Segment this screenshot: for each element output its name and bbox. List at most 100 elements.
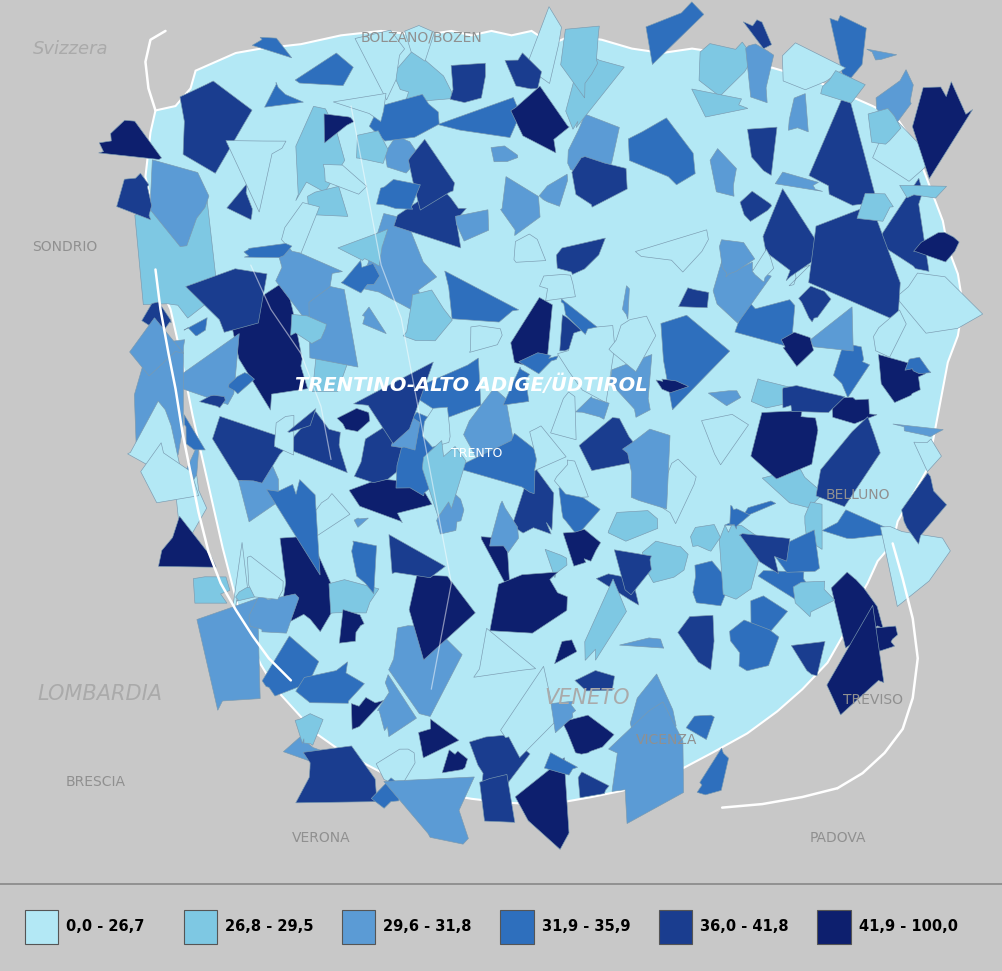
Polygon shape — [872, 115, 931, 182]
Polygon shape — [622, 429, 669, 509]
Polygon shape — [750, 379, 794, 408]
Text: BRESCIA: BRESCIA — [65, 775, 125, 789]
Polygon shape — [627, 117, 694, 184]
Polygon shape — [394, 186, 466, 248]
Polygon shape — [407, 358, 480, 418]
Text: BOLZANO/BOZEN: BOLZANO/BOZEN — [360, 31, 482, 45]
Text: 31,9 - 35,9: 31,9 - 35,9 — [541, 920, 629, 934]
Polygon shape — [808, 87, 876, 205]
Polygon shape — [352, 541, 376, 594]
Polygon shape — [282, 203, 319, 253]
Polygon shape — [692, 561, 726, 606]
Polygon shape — [539, 275, 575, 301]
Polygon shape — [291, 315, 326, 344]
Bar — [342, 910, 375, 944]
Polygon shape — [758, 571, 806, 601]
Polygon shape — [567, 115, 619, 182]
Polygon shape — [444, 271, 518, 322]
Polygon shape — [608, 317, 655, 372]
Polygon shape — [770, 530, 819, 572]
Polygon shape — [550, 392, 575, 440]
Polygon shape — [791, 642, 825, 676]
Polygon shape — [782, 385, 844, 413]
Polygon shape — [645, 2, 703, 64]
Text: TRENTINO-ALTO ADIGE/ÜDTIROL: TRENTINO-ALTO ADIGE/ÜDTIROL — [295, 374, 647, 394]
Polygon shape — [752, 250, 773, 282]
Polygon shape — [762, 469, 823, 508]
Polygon shape — [98, 120, 161, 159]
Polygon shape — [539, 174, 567, 206]
Polygon shape — [558, 485, 599, 535]
Polygon shape — [565, 51, 623, 129]
Polygon shape — [237, 464, 279, 521]
Polygon shape — [500, 666, 555, 757]
Polygon shape — [469, 733, 529, 793]
Polygon shape — [829, 16, 866, 85]
Polygon shape — [265, 83, 304, 107]
Polygon shape — [225, 141, 286, 212]
Polygon shape — [660, 316, 729, 410]
Polygon shape — [696, 748, 727, 795]
Polygon shape — [574, 671, 614, 691]
Polygon shape — [607, 511, 657, 541]
Polygon shape — [510, 297, 552, 366]
Polygon shape — [833, 343, 869, 397]
Polygon shape — [308, 186, 348, 217]
Polygon shape — [512, 463, 553, 534]
Polygon shape — [179, 81, 252, 174]
Polygon shape — [384, 777, 474, 844]
Polygon shape — [396, 413, 441, 496]
Polygon shape — [389, 50, 453, 103]
Polygon shape — [389, 535, 445, 578]
Polygon shape — [333, 93, 386, 121]
Polygon shape — [183, 441, 199, 503]
Polygon shape — [746, 127, 777, 176]
Bar — [183, 910, 216, 944]
Polygon shape — [655, 459, 695, 523]
Polygon shape — [338, 229, 388, 266]
Polygon shape — [116, 173, 151, 219]
Polygon shape — [324, 114, 354, 143]
Polygon shape — [691, 89, 747, 117]
Polygon shape — [422, 441, 466, 517]
Polygon shape — [309, 493, 350, 539]
Polygon shape — [709, 149, 735, 196]
Polygon shape — [436, 488, 464, 534]
Polygon shape — [718, 240, 754, 277]
Polygon shape — [700, 415, 747, 465]
Polygon shape — [349, 479, 432, 522]
Polygon shape — [134, 340, 184, 455]
Polygon shape — [150, 160, 208, 247]
Polygon shape — [422, 407, 450, 448]
Polygon shape — [473, 628, 535, 678]
Polygon shape — [634, 230, 707, 272]
Polygon shape — [193, 577, 229, 603]
Polygon shape — [622, 285, 629, 319]
Polygon shape — [677, 616, 713, 670]
Polygon shape — [489, 572, 567, 633]
Polygon shape — [596, 574, 638, 605]
Polygon shape — [140, 443, 198, 503]
Polygon shape — [913, 439, 941, 472]
Polygon shape — [707, 390, 740, 406]
Polygon shape — [479, 775, 514, 822]
Polygon shape — [571, 156, 626, 207]
Polygon shape — [556, 238, 605, 275]
Polygon shape — [873, 310, 906, 357]
Polygon shape — [329, 580, 379, 614]
Polygon shape — [134, 182, 218, 318]
Polygon shape — [782, 43, 845, 89]
Text: BELLUNO: BELLUNO — [825, 487, 889, 502]
Text: TREVISO: TREVISO — [842, 693, 902, 707]
Polygon shape — [560, 299, 596, 335]
Polygon shape — [199, 395, 225, 408]
Polygon shape — [376, 180, 420, 209]
Polygon shape — [355, 30, 404, 100]
Polygon shape — [513, 234, 545, 262]
Polygon shape — [253, 37, 292, 58]
Polygon shape — [808, 205, 900, 318]
Polygon shape — [357, 131, 388, 163]
Polygon shape — [247, 556, 283, 599]
Polygon shape — [276, 248, 342, 318]
Text: SONDRIO: SONDRIO — [32, 241, 98, 254]
